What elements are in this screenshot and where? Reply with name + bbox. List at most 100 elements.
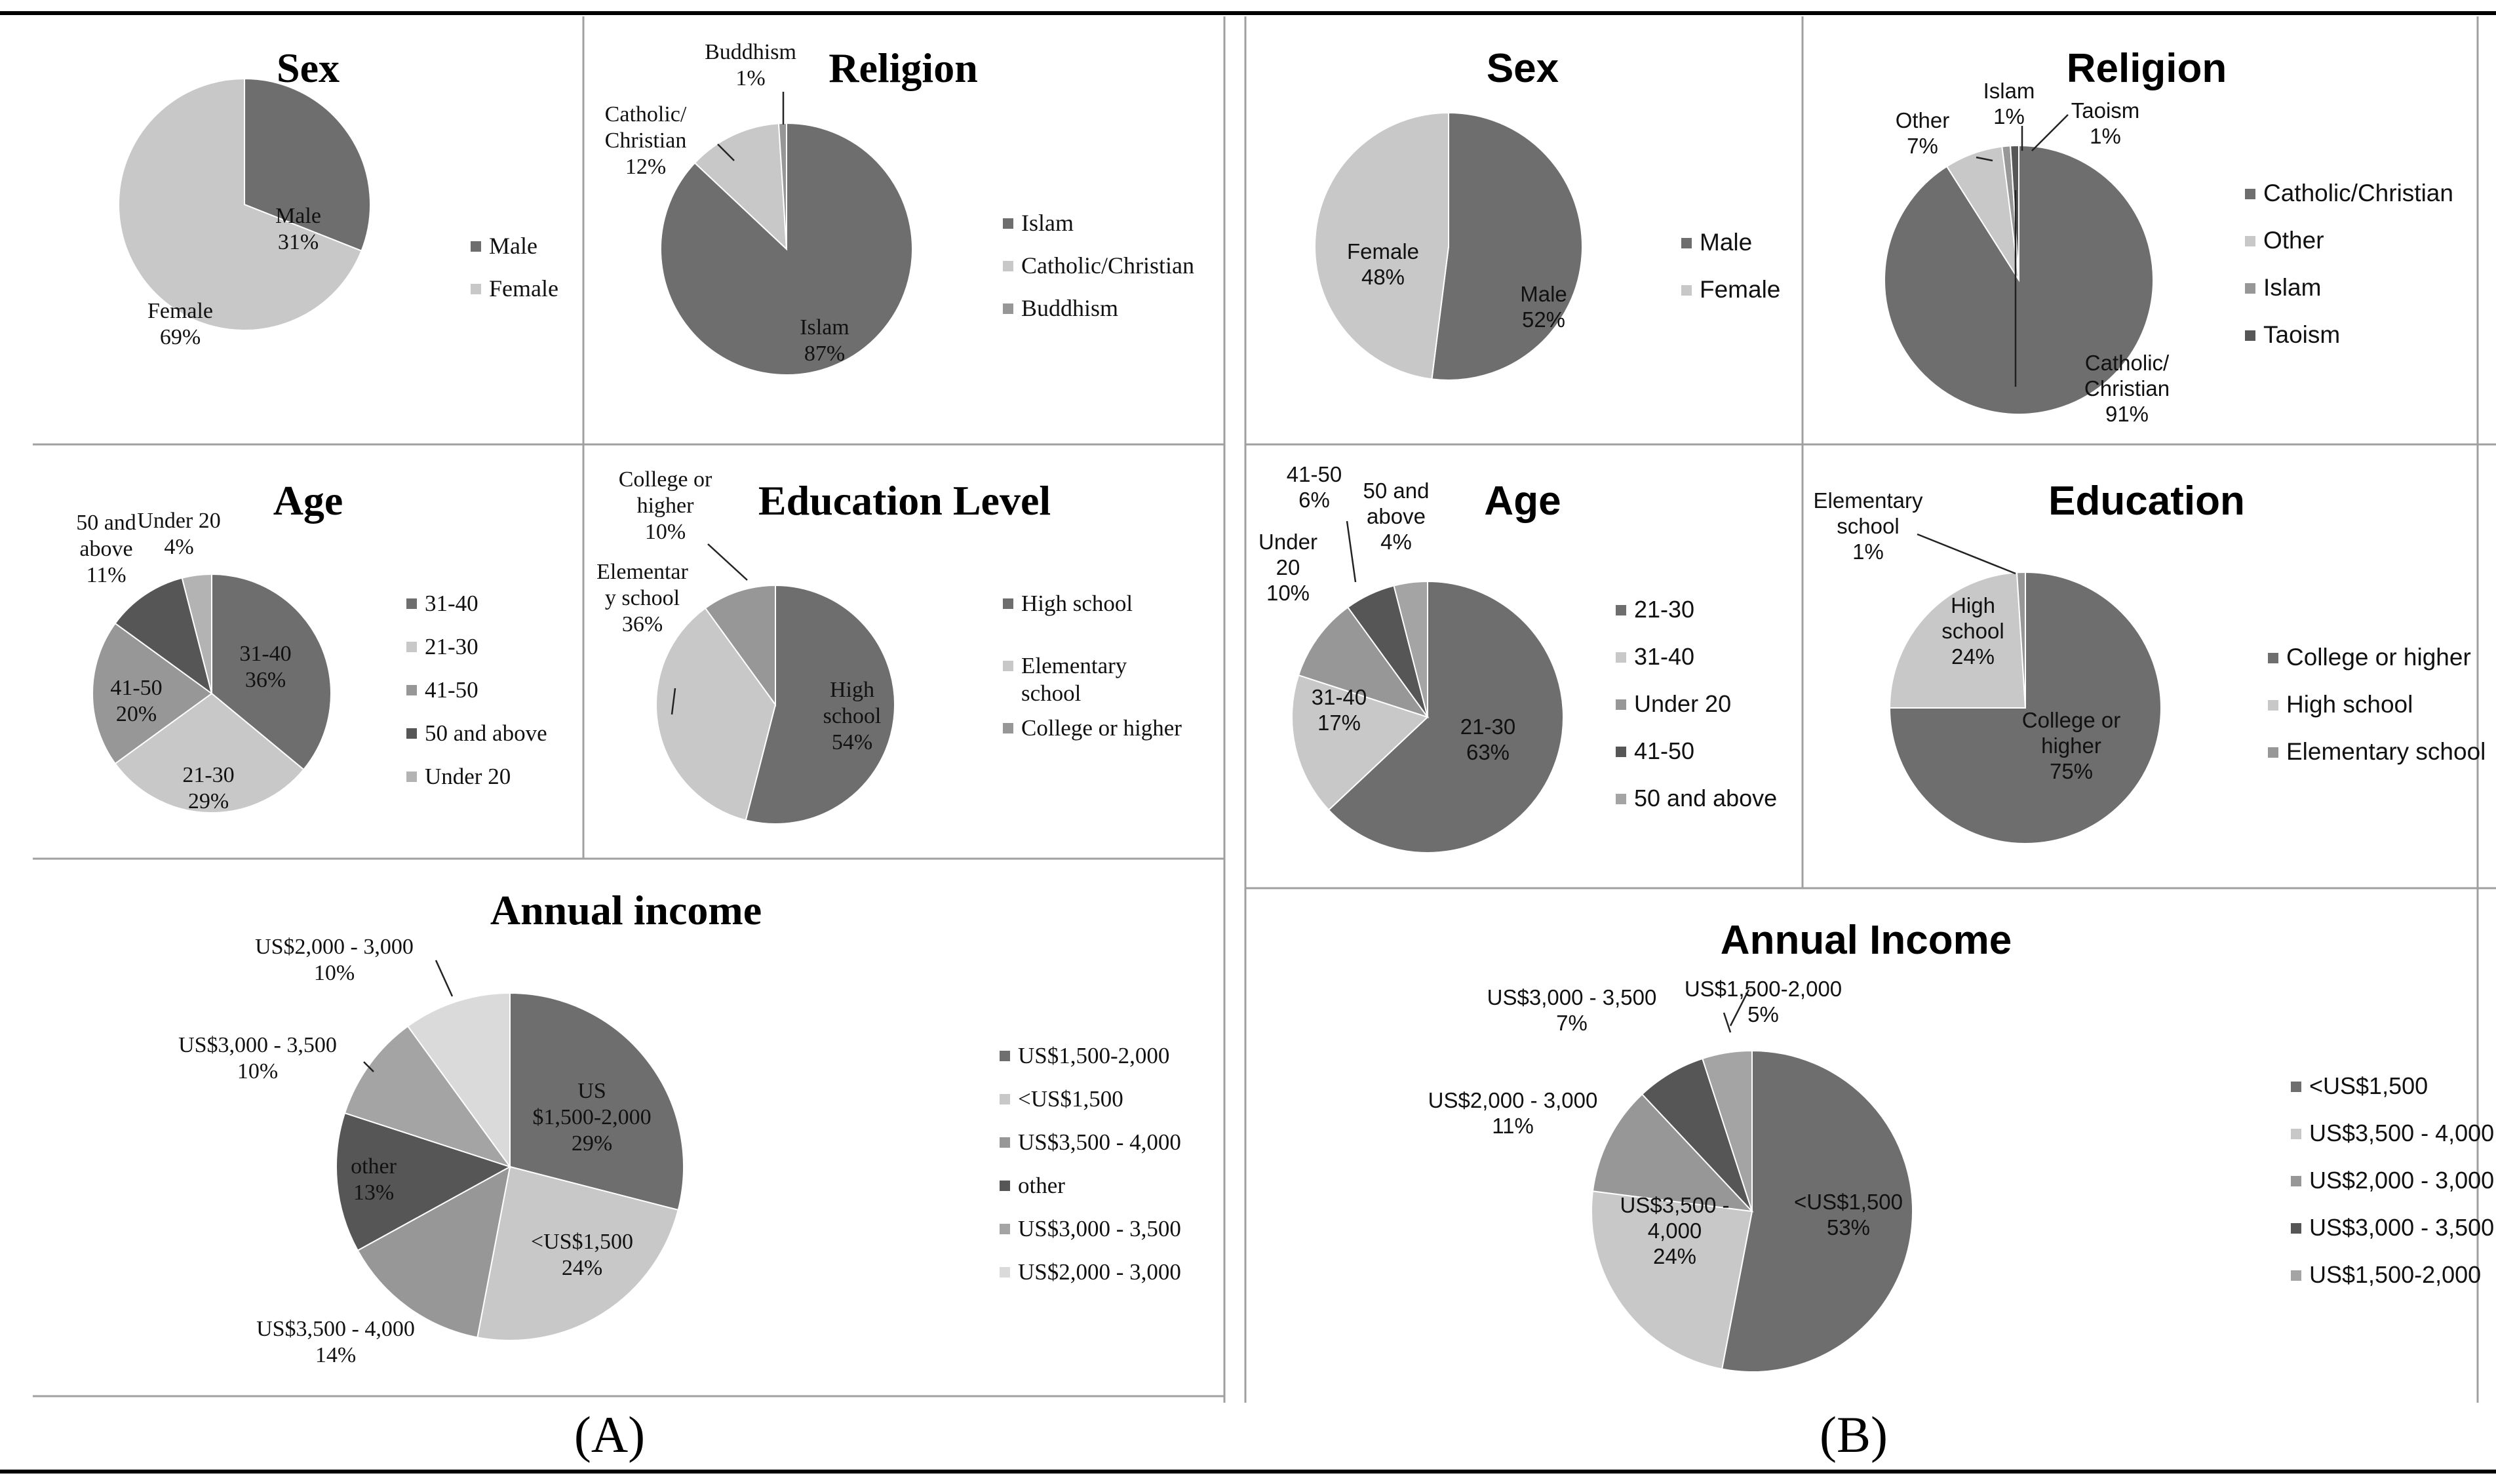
- data-label: US$3,000 - 3,500 10%: [178, 1033, 337, 1084]
- data-label-line: 10%: [314, 961, 355, 985]
- legend-label: Elementary school: [1021, 653, 1127, 706]
- data-label-line: Islam: [800, 315, 849, 340]
- legend-label: Catholic/Christian: [1021, 252, 1194, 279]
- data-label: <US$1,500 24%: [531, 1230, 633, 1280]
- legend-label-line: Female: [489, 275, 558, 302]
- data-label: US$3,000 - 3,500 7%: [1487, 985, 1657, 1035]
- pie-slice-us-3-500-4-000: [1591, 1190, 1753, 1370]
- data-label-line: 41-50: [110, 676, 162, 700]
- chart-title: Religion: [829, 45, 978, 91]
- legend-swatch: [1003, 261, 1013, 271]
- pie-slice-41-50: [92, 622, 213, 765]
- caption-b: (B): [1820, 1406, 1888, 1463]
- data-label-line: above: [1367, 504, 1426, 528]
- legend-swatch: [471, 241, 481, 252]
- leader-line: [1729, 989, 1750, 1026]
- legend-label-line: Buddhism: [1021, 295, 1118, 321]
- legend-swatch: [1000, 1094, 1010, 1104]
- legend-label-line: 31-40: [1634, 643, 1694, 670]
- data-label-line: 1%: [735, 66, 765, 90]
- data-label-line: Christian: [605, 128, 687, 153]
- legend-label: Islam: [2263, 274, 2321, 301]
- pie-slice-elementary-school: [2016, 571, 2026, 709]
- legend-swatch: [1616, 747, 1626, 757]
- leader-line: [1976, 156, 1993, 162]
- pie-slice-us-2-000-3-000: [406, 992, 511, 1169]
- legend-label: Islam: [1021, 210, 1074, 236]
- legend-label-line: <US$1,500: [2309, 1072, 2428, 1099]
- legend-swatch: [1681, 285, 1692, 296]
- pie-slice-male: [1431, 111, 1583, 381]
- legend-label: 31-40: [425, 591, 478, 616]
- legend-label: High school: [2286, 691, 2413, 718]
- data-label-line: 14%: [315, 1343, 356, 1367]
- data-label-line: 6%: [1298, 488, 1330, 512]
- data-label-line: 48%: [1361, 265, 1405, 289]
- pie-slice-under-20: [181, 573, 212, 694]
- data-label-line: 31-40: [1312, 685, 1367, 709]
- legend-label: 21-30: [425, 634, 478, 659]
- chart-title: Age: [273, 477, 343, 524]
- data-label-line: 36%: [622, 612, 663, 636]
- data-label: Catholic/Christian 12%: [605, 102, 687, 179]
- data-label: Catholic/Christian 91%: [2084, 351, 2170, 426]
- data-label-line: Catholic/: [605, 102, 687, 127]
- data-label-line: Male: [1520, 282, 1567, 306]
- legend-swatch: [1000, 1181, 1010, 1191]
- pie-slice-us-2-000-3-000: [1591, 1093, 1754, 1213]
- data-label-line: 1%: [1852, 539, 1884, 564]
- data-label-line: 4%: [1380, 530, 1412, 554]
- data-label-line: 31%: [278, 230, 319, 254]
- data-label-line: Elementary: [1814, 488, 1923, 513]
- data-label: 50 and above 4%: [1363, 478, 1430, 554]
- pie-slice-21-30: [114, 692, 305, 813]
- data-label-line: Catholic/: [2085, 351, 2170, 375]
- data-label-line: y school: [605, 586, 680, 610]
- data-label: Taoism 1%: [2071, 98, 2140, 148]
- legend-label-line: College or higher: [1021, 715, 1182, 741]
- legend-label-line: Male: [489, 233, 537, 259]
- legend-swatch: [2245, 189, 2255, 199]
- data-label: Male 52%: [1520, 282, 1567, 332]
- data-label-line: 50 and: [1363, 478, 1430, 503]
- legend-label-line: US$3,500 - 4,000: [1018, 1129, 1181, 1155]
- data-label-line: Islam: [1983, 79, 2035, 103]
- data-label: Under 20 10%: [1258, 530, 1317, 605]
- data-label: 21-30 29%: [182, 763, 234, 813]
- legend-label-line: Elementary: [1021, 653, 1127, 678]
- data-label-line: school: [1941, 619, 2004, 643]
- data-label: Under 20 4%: [137, 509, 220, 559]
- legend-swatch: [1616, 605, 1626, 615]
- data-label-line: Christian: [2084, 376, 2170, 400]
- data-label-line: US$1,500-2,000: [1685, 977, 1842, 1001]
- data-label: <US$1,500 53%: [1794, 1190, 1903, 1240]
- data-label-line: 69%: [160, 325, 201, 349]
- legend-swatch: [406, 771, 417, 782]
- legend-label: Male: [489, 233, 537, 259]
- data-label-line: 24%: [1653, 1244, 1696, 1268]
- data-label-line: 12%: [625, 155, 666, 179]
- data-label-line: College or: [619, 467, 712, 492]
- legend-label: other: [1018, 1173, 1065, 1198]
- chart-title: Annual income: [490, 887, 762, 933]
- legend-swatch: [2291, 1176, 2301, 1186]
- data-label-line: 63%: [1466, 740, 1510, 764]
- pie-slice-taoism: [2010, 144, 2019, 281]
- data-label-line: 10%: [645, 520, 686, 544]
- legend-label-line: High school: [2286, 691, 2413, 718]
- legend-label: Male: [1700, 229, 1752, 256]
- data-label-line: High: [1951, 593, 1995, 617]
- legend-label-line: High school: [1021, 591, 1133, 616]
- leader-line: [2031, 114, 2069, 151]
- pie-slice-female: [1314, 111, 1449, 380]
- data-label-line: US$3,500 -: [1620, 1193, 1730, 1217]
- data-label-line: $1,500-2,000: [532, 1105, 651, 1129]
- data-label: Elementary school 1%: [1814, 488, 1923, 564]
- data-label: High school 24%: [1941, 593, 2004, 669]
- pie-slice-college-or-higher: [704, 584, 776, 707]
- pie-slice-high-school: [745, 584, 895, 825]
- legend-label: Under 20: [425, 764, 511, 789]
